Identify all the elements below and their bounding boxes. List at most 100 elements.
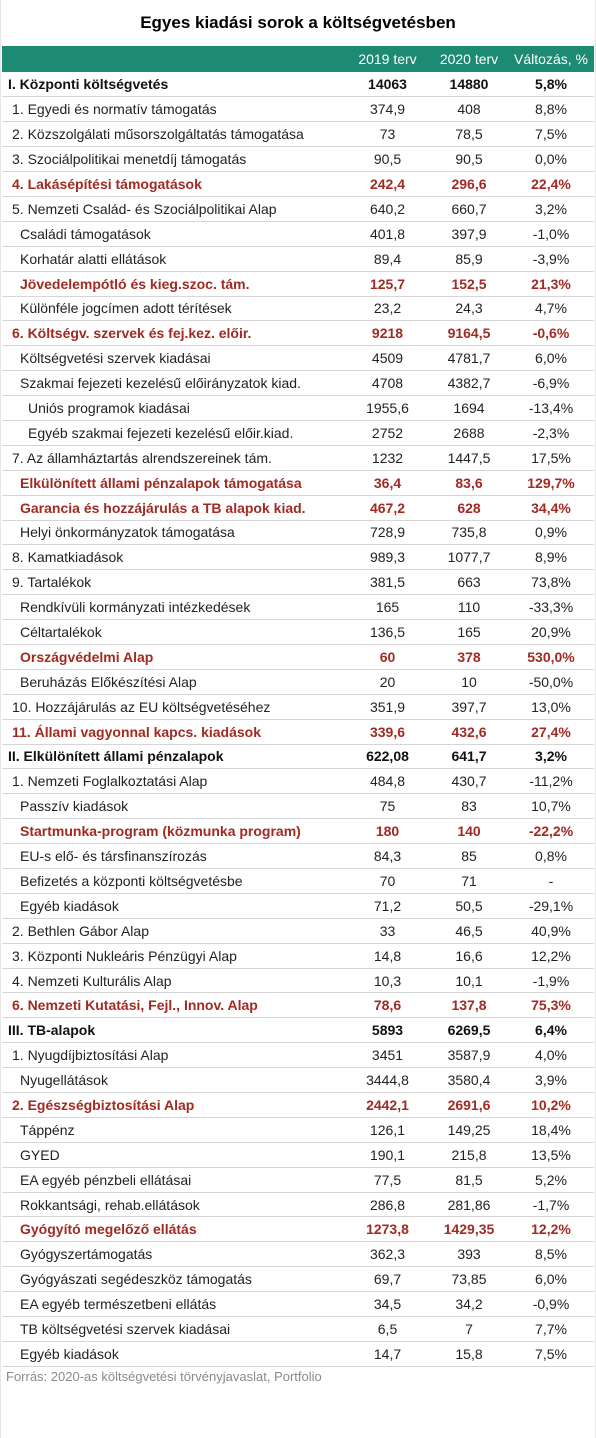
value-2020: 432,6 — [451, 723, 487, 740]
value-2019: 728,9 — [369, 524, 406, 541]
header-2020: 2020 terv — [439, 51, 499, 67]
value-2019: 190,1 — [369, 1146, 406, 1163]
value-2019: 60 — [379, 648, 396, 665]
value-2020: 215,8 — [451, 1146, 487, 1163]
table-row: Uniós programok kiadásai 1955,6 1694 -13,4% — [2, 396, 594, 421]
value-2019: 362,3 — [369, 1246, 406, 1263]
change-percent: -22,2% — [528, 823, 574, 840]
change-percent: 3,9% — [535, 1072, 567, 1089]
value-2020: 397,9 — [451, 225, 487, 242]
page-title: Egyes kiadási sorok a költségvetésben — [140, 13, 456, 32]
change-percent: 75,3% — [531, 997, 571, 1014]
row-label: Garancia és hozzájárulás a TB alapok kia… — [20, 499, 306, 516]
table-header-row: 2019 terv 2020 terv Változás, % — [2, 46, 594, 72]
change-percent: 8,5% — [535, 1246, 567, 1263]
row-label: 4. Lakásépítési támogatások — [12, 176, 202, 192]
row-label: EA egyéb természetbeni ellátás — [20, 1296, 217, 1313]
value-2019: 989,3 — [369, 549, 406, 566]
table-row: 6. Költségv. szervek és fej.kez. előir. 9… — [2, 321, 594, 346]
table-row: 5. Nemzeti Család- és Szociálpolitikai A… — [2, 196, 594, 222]
row-label: Családi támogatások — [20, 225, 151, 242]
table-row: 2. Közszolgálati műsorszolgáltatás támog… — [2, 122, 594, 147]
table-row: Garancia és hozzájárulás a TB alapok kia… — [2, 495, 594, 521]
change-percent: -33,3% — [528, 599, 574, 616]
value-2020: 50,5 — [455, 897, 483, 914]
table-row: Különféle jogcímen adott térítések 23,2 24… — [2, 296, 594, 321]
row-label: Rokkantsági, rehab.ellátások — [20, 1196, 200, 1213]
change-percent: 129,7% — [527, 474, 575, 491]
value-2019: 33 — [379, 922, 396, 939]
value-2020: 408 — [457, 101, 481, 118]
value-2019: 78,6 — [373, 997, 402, 1014]
value-2020: 85,9 — [455, 250, 483, 267]
value-2019: 84,3 — [373, 848, 402, 865]
value-2020: 165 — [457, 624, 481, 641]
value-2019: 34,5 — [373, 1296, 402, 1313]
table-row: Országvédelmi Alap 60 378 530,0% — [2, 644, 594, 670]
value-2020: 628 — [457, 499, 481, 516]
row-label: 11. Állami vagyonnal kapcs. kiadások — [12, 723, 262, 740]
change-percent: 530,0% — [527, 648, 575, 665]
value-2019: 401,8 — [369, 225, 406, 242]
row-label: 6. Nemzeti Kutatási, Fejl., Innov. Alap — [12, 997, 258, 1014]
value-2020: 34,2 — [455, 1296, 483, 1313]
value-2020: 3587,9 — [447, 1047, 491, 1064]
value-2020: 2691,6 — [447, 1096, 491, 1113]
change-percent: -2,3% — [532, 424, 570, 441]
row-label: Nyugellátások — [20, 1072, 108, 1089]
value-2019: 136,5 — [369, 624, 406, 641]
row-label: 3. Szociálpolitikai menetdíj támogatás — [12, 151, 247, 168]
value-2019: 5893 — [371, 1022, 404, 1039]
table-row: EA egyéb természetbeni ellátás 34,5 34,2 -0… — [2, 1292, 594, 1317]
row-label: II. Elkülönített állami pénzalapok — [8, 748, 224, 765]
row-label: 2. Bethlen Gábor Alap — [12, 922, 149, 939]
row-label: III. TB-alapok — [8, 1022, 96, 1039]
table-row: Korhatár alatti ellátások 89,4 85,9 -3,9% — [2, 246, 594, 272]
table-row: II. Elkülönített állami pénzalapok 622,08… — [2, 744, 594, 769]
change-percent: 20,9% — [531, 624, 571, 641]
change-percent: 8,9% — [535, 549, 567, 566]
value-2020: 14880 — [449, 76, 489, 93]
value-2019: 14,7 — [373, 1345, 402, 1362]
value-2020: 393 — [457, 1246, 481, 1263]
change-percent: 4,7% — [535, 300, 567, 317]
table-row: 3. Központi Nukleáris Pénzügyi Alap 14,8 1… — [2, 943, 594, 969]
header-label — [2, 46, 345, 72]
budget-table: 2019 terv 2020 terv Változás, % I. Közpo… — [2, 46, 594, 1367]
value-2019: 4509 — [371, 350, 404, 367]
row-label: Startmunka-program (közmunka program) — [20, 823, 301, 840]
row-label: Passzív kiadások — [20, 798, 129, 815]
value-2019: 75 — [379, 798, 396, 815]
value-2019: 165 — [375, 599, 400, 616]
change-percent: 0,9% — [535, 524, 567, 541]
table-row: 4. Nemzeti Kulturális Alap 10,3 10,1 -1,9% — [2, 968, 594, 993]
value-2020: 641,7 — [451, 748, 487, 765]
value-2019: 73 — [379, 126, 396, 143]
change-percent: -0,9% — [532, 1296, 570, 1313]
row-label: 1. Nyugdíjbiztosítási Alap — [12, 1047, 169, 1064]
table-row: Családi támogatások 401,8 397,9 -1,0% — [2, 221, 594, 247]
row-label: 6. Költségv. szervek és fej.kez. előir. — [12, 325, 252, 342]
value-2020: 660,7 — [451, 200, 487, 217]
value-2020: 137,8 — [451, 997, 487, 1014]
value-2019: 14063 — [368, 76, 407, 93]
table-row: Rokkantsági, rehab.ellátások 286,8 281,86 -… — [2, 1192, 594, 1217]
table-row: 1. Egyedi és normatív támogatás 374,9 408 8… — [2, 97, 594, 122]
table-row: 10. Hozzájárulás az EU költségvetéséhez 3… — [2, 694, 594, 720]
table-row: 2. Bethlen Gábor Alap 33 46,5 40,9% — [2, 918, 594, 944]
change-percent: 22,4% — [531, 176, 571, 192]
value-2019: 36,4 — [373, 474, 402, 491]
table-row: Gyógyító megelőző ellátás 1273,8 1429,35 12… — [2, 1217, 594, 1242]
value-2020: 83,6 — [455, 474, 483, 491]
value-2020: 73,85 — [451, 1271, 487, 1288]
table-row: 3. Szociálpolitikai menetdíj támogatás 90… — [2, 147, 594, 172]
table-row: Költségvetési szervek kiadásai 4509 4781,7… — [2, 346, 594, 371]
table-row: I. Központi költségvetés 14063 14880 5,8% — [2, 72, 594, 97]
value-2019: 339,6 — [369, 723, 406, 740]
row-label: GYED — [20, 1146, 60, 1163]
row-label: 9. Tartalékok — [12, 574, 92, 591]
value-2019: 71,2 — [373, 897, 402, 914]
change-percent: 27,4% — [531, 723, 571, 740]
row-label: EU-s elő- és társfinanszírozás — [20, 848, 207, 865]
